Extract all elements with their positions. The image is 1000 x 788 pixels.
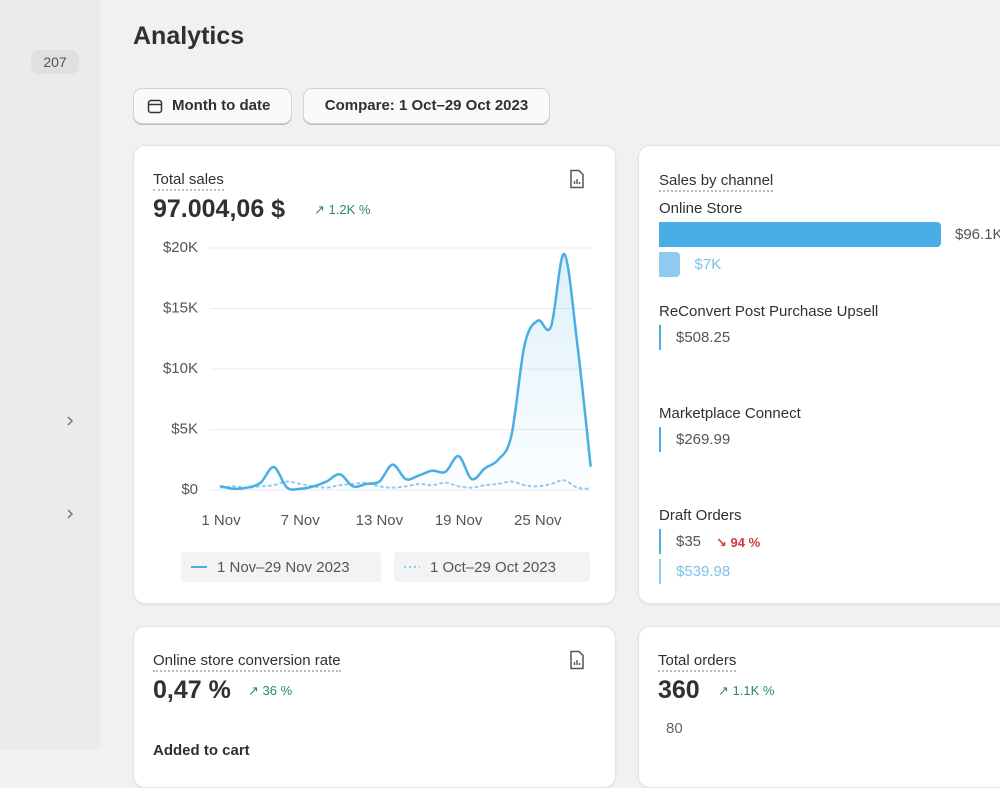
y-tick-label: $20K (163, 239, 198, 256)
x-tick-label: 13 Nov (356, 512, 404, 529)
y-tick-label: $0 (181, 481, 198, 498)
x-tick-label: 25 Nov (514, 512, 562, 529)
y-tick-label: $5K (171, 420, 198, 437)
x-tick-label: 19 Nov (435, 512, 483, 529)
legend-label: 1 Nov–29 Nov 2023 (217, 559, 350, 576)
x-tick-label: 1 Nov (201, 512, 241, 529)
area (221, 254, 591, 490)
y-tick-label: $10K (163, 360, 198, 377)
x-tick-label: 7 Nov (281, 512, 321, 529)
legend-label: 1 Oct–29 Oct 2023 (430, 559, 556, 576)
page: 207 Analytics Month to date Compare: 1 O… (0, 0, 1000, 750)
y-tick-label: $15K (163, 299, 198, 316)
